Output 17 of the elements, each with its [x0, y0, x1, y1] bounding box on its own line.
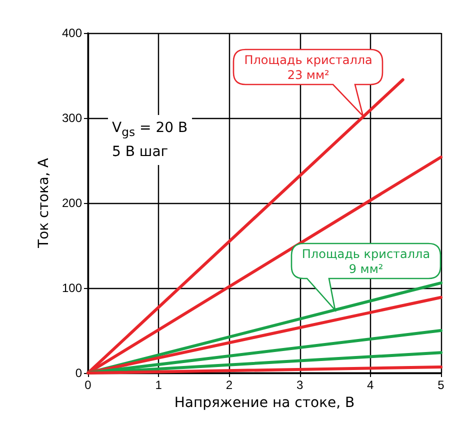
x-tick-label: 5: [438, 378, 445, 392]
x-tick-label: 3: [296, 378, 304, 392]
y-tick-label: 100: [62, 281, 82, 295]
x-tick-label: 0: [84, 378, 92, 392]
annotation: 5 В шаг: [108, 139, 172, 165]
x-tick-label: 4: [367, 378, 374, 392]
annotation: Площадь кристалла 23 мм²: [243, 53, 374, 84]
x-tick-label: 2: [226, 378, 233, 392]
y-tick-label: 200: [62, 196, 82, 210]
annotation: V$_{gs}$ = 20 В: [108, 115, 192, 145]
y-tick-label: 300: [62, 111, 82, 125]
x-tick-label: 1: [155, 378, 162, 392]
y-axis-title: Ток стока, А: [36, 158, 52, 249]
y-tick-label: 0: [75, 366, 82, 380]
x-axis-title: Напряжение на стоке, В: [174, 394, 355, 411]
annotation: Площадь кристалла 9 мм²: [300, 247, 432, 278]
y-tick-label: 400: [62, 26, 82, 40]
